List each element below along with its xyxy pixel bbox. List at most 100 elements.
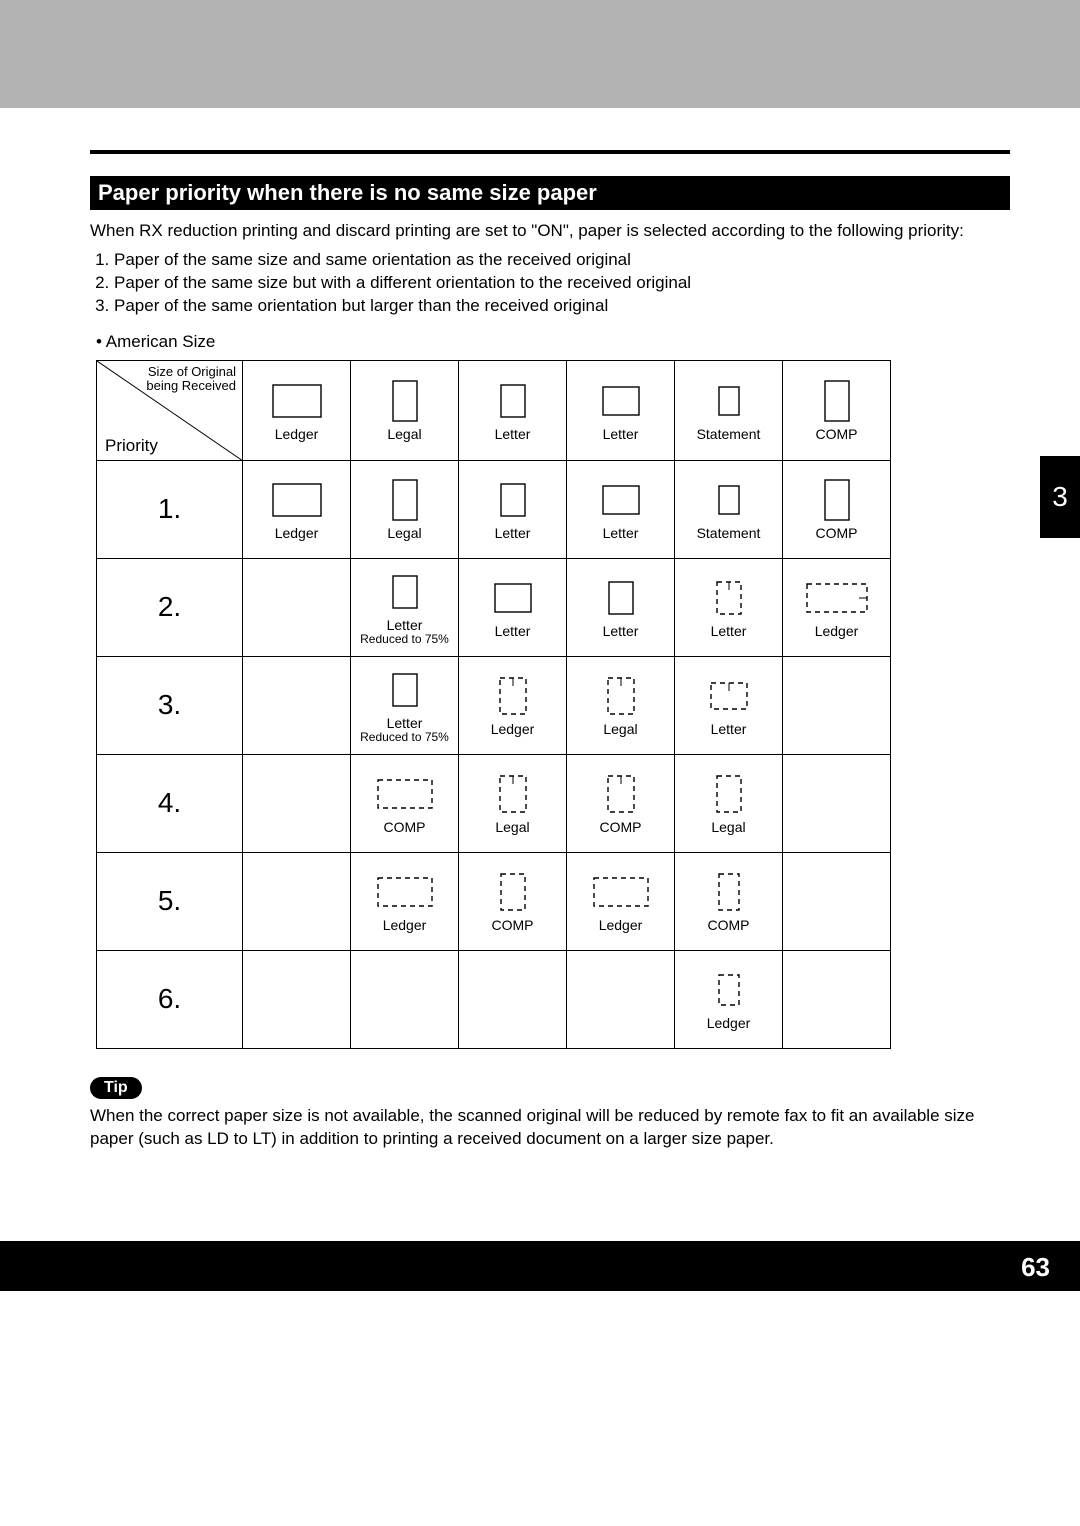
paper-label: Ledger xyxy=(787,624,886,639)
paper-label: Ledger xyxy=(247,427,346,442)
paper-label: Letter xyxy=(463,427,562,442)
priority-cell xyxy=(459,950,567,1048)
paper-icon xyxy=(355,379,454,423)
paper-label: Ledger xyxy=(355,918,454,933)
paper-label: Legal xyxy=(571,722,670,737)
priority-cell: Ledger xyxy=(783,558,891,656)
paper-label: Legal xyxy=(679,820,778,835)
priority-cell: COMP xyxy=(675,852,783,950)
paper-label: Legal xyxy=(355,526,454,541)
paper-icon xyxy=(571,772,670,816)
priority-cell: Statement xyxy=(675,460,783,558)
paper-sublabel: Reduced to 75% xyxy=(355,633,454,645)
paper-icon xyxy=(679,478,778,522)
priority-rules-list: Paper of the same size and same orientat… xyxy=(114,249,1010,318)
paper-sublabel: Reduced to 75% xyxy=(355,731,454,743)
priority-cell: Letter xyxy=(459,460,567,558)
paper-label: Letter xyxy=(571,624,670,639)
paper-icon xyxy=(679,576,778,620)
priority-cell: Letter xyxy=(459,558,567,656)
paper-label: Ledger xyxy=(571,918,670,933)
paper-label: Letter xyxy=(463,624,562,639)
paper-label: Letter xyxy=(355,618,454,633)
page-content: Paper priority when there is no same siz… xyxy=(0,108,1080,1151)
table-corner-cell: Size of Originalbeing Received Priority xyxy=(97,360,243,460)
priority-cell xyxy=(783,754,891,852)
priority-number-cell: 1. xyxy=(97,460,243,558)
paper-label: COMP xyxy=(355,820,454,835)
paper-icon xyxy=(571,674,670,718)
priority-cell xyxy=(243,852,351,950)
priority-number-cell: 6. xyxy=(97,950,243,1048)
priority-cell: Letter xyxy=(567,558,675,656)
priority-cell: Ledger xyxy=(243,460,351,558)
corner-bottom-label: Priority xyxy=(105,436,158,456)
priority-cell: Letter xyxy=(567,460,675,558)
paper-label: Legal xyxy=(355,427,454,442)
priority-cell: COMP xyxy=(567,754,675,852)
paper-icon xyxy=(571,379,670,423)
priority-cell: Letter xyxy=(675,656,783,754)
priority-cell: Ledger xyxy=(567,852,675,950)
priority-cell: COMP xyxy=(459,852,567,950)
paper-label: Letter xyxy=(679,722,778,737)
paper-icon xyxy=(463,674,562,718)
paper-icon xyxy=(463,870,562,914)
paper-label: Ledger xyxy=(247,526,346,541)
priority-cell: LetterReduced to 75% xyxy=(351,558,459,656)
priority-number-cell: 2. xyxy=(97,558,243,656)
priority-cell: COMP xyxy=(783,460,891,558)
paper-icon xyxy=(355,668,454,712)
priority-cell: Legal xyxy=(459,754,567,852)
paper-label: Ledger xyxy=(463,722,562,737)
priority-cell xyxy=(243,558,351,656)
paper-label: COMP xyxy=(571,820,670,835)
header-cell: Ledger xyxy=(243,360,351,460)
intro-text: When RX reduction printing and discard p… xyxy=(90,220,1010,243)
section-title: Paper priority when there is no same siz… xyxy=(90,176,1010,210)
priority-cell: Legal xyxy=(351,460,459,558)
header-cell: COMP xyxy=(783,360,891,460)
priority-cell: Legal xyxy=(675,754,783,852)
paper-label: COMP xyxy=(463,918,562,933)
paper-label: Statement xyxy=(679,526,778,541)
header-cell: Letter xyxy=(459,360,567,460)
paper-label: COMP xyxy=(787,427,886,442)
priority-rule-item: Paper of the same size and same orientat… xyxy=(114,249,1010,272)
priority-cell xyxy=(567,950,675,1048)
priority-cell xyxy=(783,950,891,1048)
paper-icon xyxy=(787,478,886,522)
page-number: 63 xyxy=(1021,1252,1050,1283)
paper-icon xyxy=(355,870,454,914)
paper-icon xyxy=(463,576,562,620)
paper-icon xyxy=(571,870,670,914)
footer-bar: 63 xyxy=(0,1241,1080,1291)
priority-cell xyxy=(243,950,351,1048)
paper-label: Letter xyxy=(355,716,454,731)
corner-top-label: Size of Originalbeing Received xyxy=(146,365,236,394)
paper-label: Letter xyxy=(679,624,778,639)
priority-rule-item: Paper of the same orientation but larger… xyxy=(114,295,1010,318)
priority-cell: Letter xyxy=(675,558,783,656)
paper-icon xyxy=(679,968,778,1012)
priority-rule-item: Paper of the same size but with a differ… xyxy=(114,272,1010,295)
paper-icon xyxy=(355,772,454,816)
priority-cell: Ledger xyxy=(459,656,567,754)
tip-badge: Tip xyxy=(90,1077,142,1099)
priority-cell: Ledger xyxy=(675,950,783,1048)
priority-number-cell: 4. xyxy=(97,754,243,852)
priority-number-cell: 5. xyxy=(97,852,243,950)
paper-icon xyxy=(787,379,886,423)
paper-label: Legal xyxy=(463,820,562,835)
header-cell: Legal xyxy=(351,360,459,460)
priority-cell xyxy=(243,754,351,852)
paper-icon xyxy=(679,674,778,718)
top-rule xyxy=(90,150,1010,154)
priority-cell: LetterReduced to 75% xyxy=(351,656,459,754)
priority-table: Size of Originalbeing Received Priority … xyxy=(96,360,891,1049)
paper-icon xyxy=(247,478,346,522)
top-gray-band xyxy=(0,0,1080,108)
paper-label: Ledger xyxy=(679,1016,778,1031)
paper-icon xyxy=(355,570,454,614)
header-cell: Statement xyxy=(675,360,783,460)
